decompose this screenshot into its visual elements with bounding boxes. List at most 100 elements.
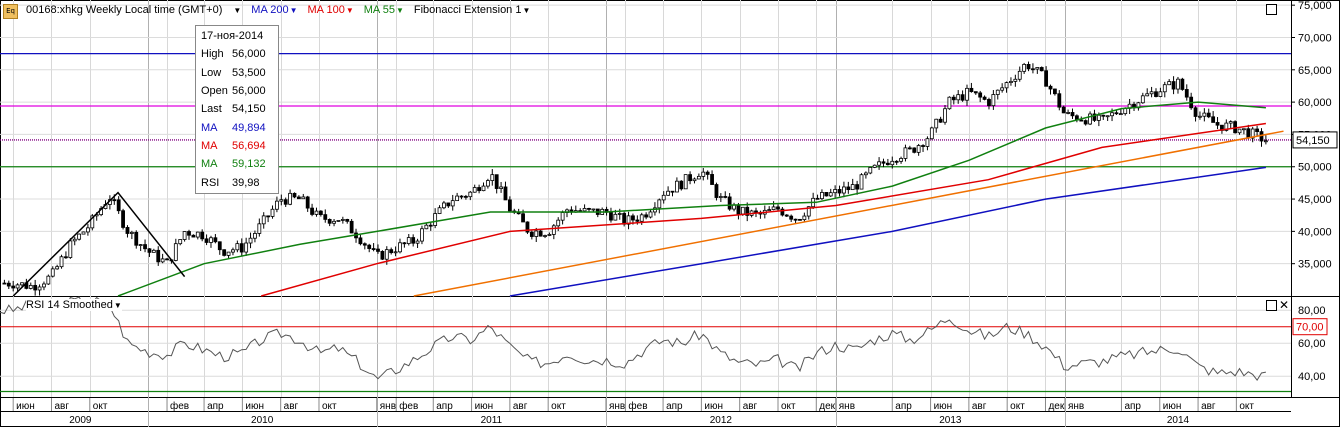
candle-body (1017, 70, 1022, 80)
candlestick (714, 182, 719, 201)
candlestick (877, 157, 881, 170)
candlestick (903, 144, 908, 162)
candle-body (661, 194, 666, 201)
candlestick (393, 246, 398, 257)
candlestick (1083, 119, 1088, 126)
candlestick (402, 242, 407, 248)
maximize-pane-button[interactable] (1266, 4, 1277, 15)
candlestick (1009, 77, 1013, 86)
candlestick (42, 281, 46, 291)
candle-body (965, 87, 969, 101)
candlestick (11, 280, 16, 292)
candlestick (209, 235, 213, 248)
rsi-title[interactable]: RSI 14 Smoothed▼ (26, 299, 122, 311)
chevron-down-icon[interactable]: ▼ (233, 5, 242, 15)
indicator-ma55[interactable]: MA 55▼ (363, 4, 404, 16)
candle-body (907, 147, 912, 150)
candlestick (828, 188, 833, 198)
equity-icon[interactable]: Eq (3, 4, 18, 19)
candle-body (960, 94, 965, 101)
info-row: High 56,000 (201, 48, 266, 61)
month-label: июн (245, 401, 264, 412)
candle-body (116, 199, 121, 212)
candlestick (50, 266, 55, 278)
candle-body (863, 172, 868, 176)
candlestick (323, 209, 328, 223)
indicator-ma100[interactable]: MA 100▼ (307, 4, 354, 16)
candle-body (657, 199, 662, 209)
candle-body (314, 210, 319, 215)
candle-body (705, 171, 710, 175)
candlestick (178, 239, 183, 246)
candle-body (1184, 89, 1189, 98)
candle-body (362, 243, 367, 246)
candlestick (1026, 61, 1031, 72)
maximize-rsi-button[interactable] (1266, 300, 1277, 311)
indicator-fibonacci[interactable]: Fibonacci Extension 1▼ (413, 4, 531, 16)
rsi-level-tag (1292, 318, 1328, 336)
candlestick (283, 197, 288, 207)
year-label: 2013 (939, 415, 962, 426)
candlestick (367, 243, 372, 253)
candlestick (767, 206, 772, 211)
candle-body (156, 249, 161, 263)
candle-body (683, 174, 688, 190)
candlestick (28, 282, 33, 290)
month-label: окт (781, 401, 796, 412)
candlestick (86, 223, 90, 236)
candle-body (556, 219, 561, 227)
candle-body (1162, 84, 1167, 93)
candle-body (279, 199, 284, 202)
candlestick (569, 206, 574, 215)
candle-body (253, 233, 257, 239)
candle-body (736, 204, 741, 215)
candle-body (1061, 106, 1066, 114)
candle-body (622, 213, 627, 225)
candlestick (1066, 109, 1070, 115)
candlestick (301, 193, 306, 200)
candlestick (995, 89, 1000, 100)
candlestick (380, 250, 385, 261)
candlestick (771, 201, 776, 211)
indicator-ma200[interactable]: MA 200▼ (251, 4, 298, 16)
year-label: 2010 (251, 415, 274, 426)
close-icon[interactable]: ✕ (1279, 298, 1290, 312)
candle-body (77, 233, 82, 240)
candlestick (582, 204, 587, 213)
symbol-label[interactable]: 00168:xhkg Weekly Local time (GMT+0) (26, 4, 223, 16)
candlestick (1259, 128, 1264, 147)
candlestick (143, 239, 147, 253)
candlestick (718, 193, 723, 203)
candlestick (683, 174, 688, 190)
candlestick (600, 207, 605, 215)
candlestick (433, 208, 438, 229)
candlestick (872, 164, 877, 169)
candlestick (503, 181, 508, 201)
month-label: фев (628, 400, 647, 412)
candlestick (1242, 128, 1246, 135)
candlestick (415, 238, 420, 249)
candle-body (261, 215, 266, 225)
candlestick (213, 234, 218, 244)
candle-body (1013, 78, 1018, 82)
candlestick (455, 192, 460, 202)
candlestick (1022, 62, 1027, 74)
candle-body (538, 230, 543, 237)
candlestick (921, 144, 925, 152)
candle-body (402, 242, 407, 245)
candle-body (173, 243, 178, 261)
candle-body (1171, 81, 1176, 90)
candlestick (1053, 88, 1057, 96)
candlestick (288, 189, 292, 206)
candle-body (147, 248, 152, 253)
candlestick (151, 248, 156, 253)
candlestick (661, 191, 666, 204)
candle-body (613, 213, 618, 221)
month-label: авг (743, 401, 758, 412)
candlestick (692, 177, 697, 184)
candle-body (644, 214, 649, 218)
price-tick-label: 50,000 (1298, 162, 1332, 174)
candle-body (802, 215, 807, 221)
candle-body (609, 211, 613, 221)
candle-body (846, 186, 851, 191)
